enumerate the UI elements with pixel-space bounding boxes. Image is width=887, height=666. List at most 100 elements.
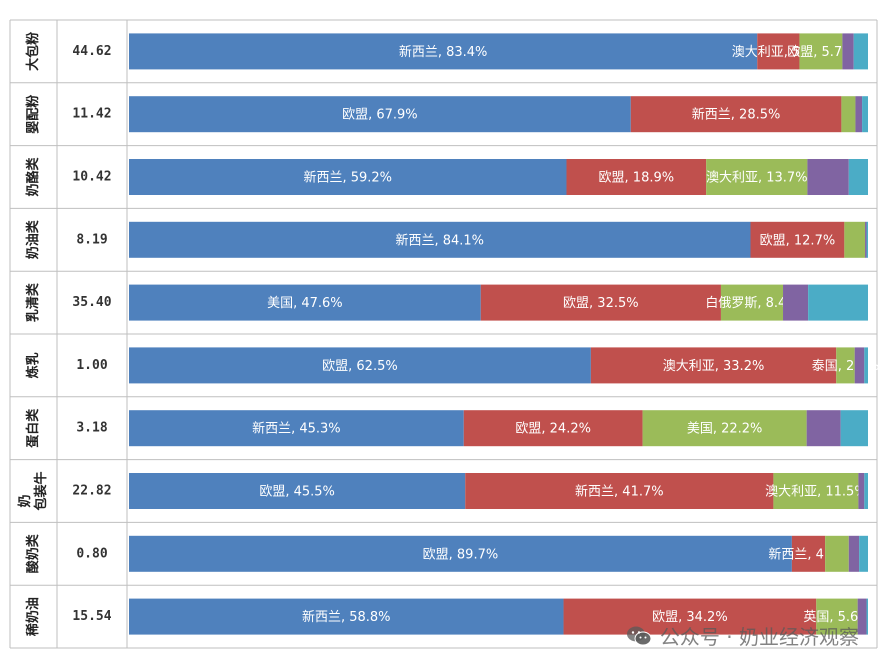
bar-segment xyxy=(866,221,868,258)
bar-segment xyxy=(848,535,860,572)
segment-label: 白俄罗斯, 8.4% xyxy=(705,295,798,311)
bar-segment xyxy=(862,96,868,133)
segment-label: 英国, 5.6% xyxy=(803,610,870,625)
bar-segment xyxy=(791,535,826,572)
bar-segment xyxy=(757,33,800,70)
value-label: 35.40 xyxy=(72,295,111,310)
bar-segment xyxy=(806,410,841,447)
category-label: 奶 xyxy=(17,494,33,508)
segment-label: 美国, 22.2% xyxy=(687,422,763,437)
segment-label: 新西兰, 41.7% xyxy=(575,484,664,500)
category-label: 炼乳 xyxy=(25,352,41,378)
value-label: 0.80 xyxy=(76,546,107,561)
value-label: 44.62 xyxy=(72,44,111,59)
segment-label: 欧盟, 34.2% xyxy=(652,610,728,625)
bar-segment xyxy=(129,347,591,384)
category-label: 酸奶类 xyxy=(25,533,41,573)
segment-label: 新西兰, 58.8% xyxy=(302,609,391,625)
value-label: 1.00 xyxy=(76,358,107,373)
segment-label: 新西兰, 84.1% xyxy=(395,232,484,248)
segment-label: 欧盟, 62.5% xyxy=(322,359,398,374)
bar-segment xyxy=(842,33,854,70)
bar-segment xyxy=(129,96,631,133)
bar-segment xyxy=(853,33,868,70)
segment-label: 澳大利亚, 11.5% xyxy=(765,484,867,500)
segment-label: 欧盟, 24.2% xyxy=(515,422,591,437)
category-label: 婴配粉 xyxy=(25,95,41,134)
value-label: 8.19 xyxy=(76,232,107,247)
segment-label: 欧盟, 67.9% xyxy=(342,108,418,123)
bar-segment xyxy=(129,284,481,321)
watermark: 公众号 · 奶业经济观察 xyxy=(626,621,859,650)
bar-segment xyxy=(590,347,837,384)
segment-label: 新西兰, 83.4% xyxy=(399,44,488,60)
segment-label: 澳大利亚, 33.2% xyxy=(663,358,765,374)
bar-segment xyxy=(836,347,855,384)
bar-segment xyxy=(799,33,843,70)
bar-segment xyxy=(129,535,792,572)
segment-label: 澳大利亚, 13.7% xyxy=(706,170,808,186)
bar-segment xyxy=(865,221,867,258)
category-label: 稀奶油 xyxy=(25,597,41,636)
wechat-icon xyxy=(626,626,652,645)
bar-segment xyxy=(563,598,817,635)
bar-segment xyxy=(848,159,868,195)
segment-label: 欧盟, 5.7% xyxy=(787,45,854,60)
segment-label: 欧盟, 32.5% xyxy=(563,296,639,311)
bar-segment xyxy=(859,535,868,572)
segment-label: 欧盟, 12.7% xyxy=(760,233,836,248)
segment-label: 泰国, 2.5% xyxy=(812,359,879,374)
bar-segment xyxy=(566,159,707,195)
bar-segment xyxy=(129,473,466,509)
bar-segment xyxy=(129,33,758,70)
value-label: 3.18 xyxy=(76,421,107,436)
segment-label: 欧盟, 18.9% xyxy=(599,171,675,186)
bar-segment xyxy=(864,473,868,509)
segment-label: 新西兰, 28.5% xyxy=(692,107,781,123)
value-label: 11.42 xyxy=(72,107,111,122)
category-label: 奶酪类 xyxy=(25,157,41,198)
segment-label: 欧盟, 89.7% xyxy=(423,547,499,562)
bar-segment xyxy=(858,473,865,509)
bar-segment xyxy=(129,598,564,635)
bar-segment xyxy=(706,159,808,195)
category-label: 乳清类 xyxy=(25,282,41,322)
bar-segment xyxy=(463,410,643,447)
bar-segment xyxy=(807,159,849,195)
category-label: 包装牛 xyxy=(33,471,49,510)
bar-segment xyxy=(750,221,845,258)
category-label: 蛋白类 xyxy=(25,408,41,448)
value-label: 15.54 xyxy=(72,609,111,624)
bar-segment xyxy=(465,473,774,509)
bar-segment xyxy=(720,284,784,321)
value-label: 10.42 xyxy=(72,170,111,185)
bar-segment xyxy=(773,473,859,509)
bar-segment xyxy=(866,598,868,635)
value-label: 22.82 xyxy=(72,484,111,499)
segment-label: 美国, 47.6% xyxy=(267,296,343,311)
bar-segment xyxy=(129,159,567,195)
bar-segment xyxy=(816,598,858,635)
bar-segment xyxy=(129,410,464,447)
bar-segment xyxy=(840,410,868,447)
bar-segment xyxy=(808,284,868,321)
bar-segment xyxy=(825,535,849,572)
bar-segment xyxy=(854,347,865,384)
watermark-text: 公众号 · 奶业经济观察 xyxy=(659,625,859,649)
bar-segment xyxy=(855,96,863,133)
bar-segment xyxy=(630,96,842,133)
bar-segment xyxy=(841,96,856,133)
bar-segment xyxy=(864,347,868,384)
category-label: 大包粉 xyxy=(25,32,41,71)
segment-label: 欧盟, 45.5% xyxy=(259,485,335,500)
bar-segment xyxy=(480,284,721,321)
segment-label: 新西兰, 45.3% xyxy=(252,421,341,437)
segment-label: 新西兰, 59.2% xyxy=(303,170,392,186)
bar-segment xyxy=(783,284,809,321)
bar-segment xyxy=(857,598,867,635)
category-label: 奶油类 xyxy=(25,219,41,260)
bar-segment xyxy=(844,221,866,258)
bar-segment xyxy=(129,221,751,258)
bar-segment xyxy=(642,410,807,447)
